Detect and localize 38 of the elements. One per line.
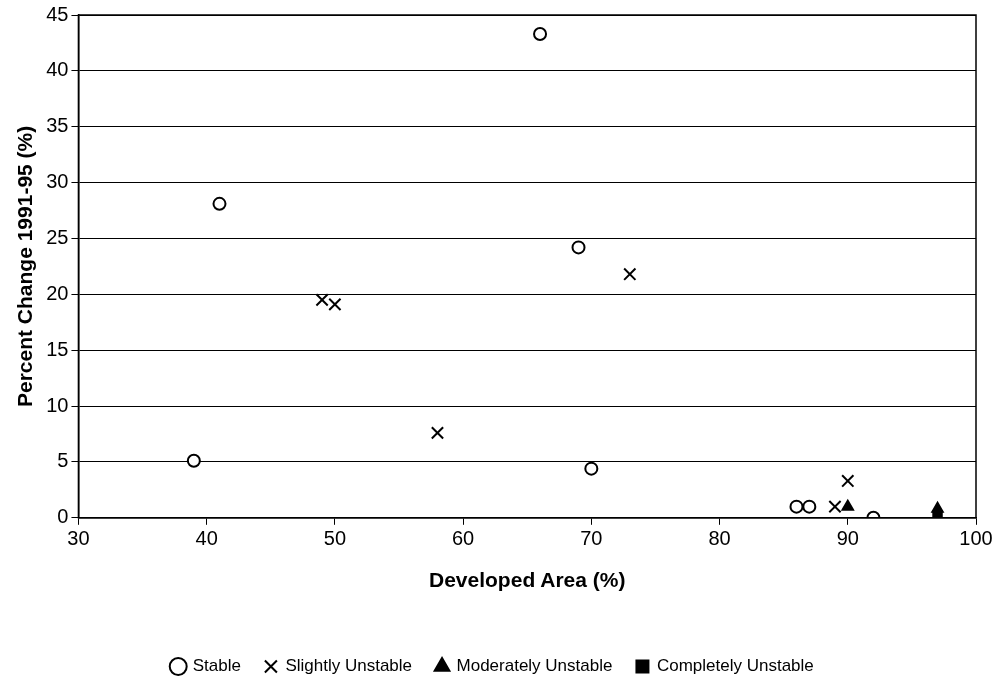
- y-tick-label: 10: [46, 393, 69, 416]
- legend-label: Moderately Unstable: [456, 656, 613, 676]
- x-tick-label: 40: [195, 527, 218, 550]
- y-tick-label: 40: [46, 58, 69, 81]
- y-tick-label: 0: [57, 505, 69, 528]
- point: [841, 499, 854, 511]
- point: [931, 501, 944, 513]
- point: [533, 26, 548, 41]
- point: [571, 240, 586, 255]
- y-tick-label: 25: [46, 225, 69, 248]
- x-tick-label: 60: [451, 527, 475, 550]
- point: [212, 196, 227, 211]
- point: [186, 453, 201, 468]
- point: [802, 499, 817, 514]
- y-tick-label: 15: [46, 337, 69, 360]
- point: [623, 267, 637, 281]
- y-axis-title: Percent Change 1991-95 (%): [13, 125, 37, 408]
- x-tick-label: 50: [323, 527, 347, 550]
- y-tick-label: 20: [46, 281, 69, 304]
- point: [841, 474, 855, 488]
- point: [828, 499, 842, 514]
- y-tick-label: 35: [46, 114, 69, 137]
- x-tick-label: 90: [836, 527, 859, 550]
- legend-label: Completely Unstable: [656, 656, 814, 676]
- x-axis-title: Developed Area (%): [429, 568, 626, 592]
- x-tick-label: 70: [580, 527, 603, 550]
- legend-label: Stable: [192, 656, 241, 676]
- x-tick-label: 80: [708, 527, 731, 550]
- point: [789, 499, 804, 514]
- x-tick-label: 100: [959, 527, 993, 550]
- point: [430, 426, 445, 440]
- y-tick-label: 30: [46, 170, 69, 193]
- y-tick-label: 5: [57, 449, 69, 472]
- point: [328, 297, 342, 312]
- point: [584, 461, 599, 476]
- legend-label: Slightly Unstable: [285, 656, 413, 676]
- y-tick-label: 45: [46, 2, 69, 25]
- point: [315, 293, 329, 307]
